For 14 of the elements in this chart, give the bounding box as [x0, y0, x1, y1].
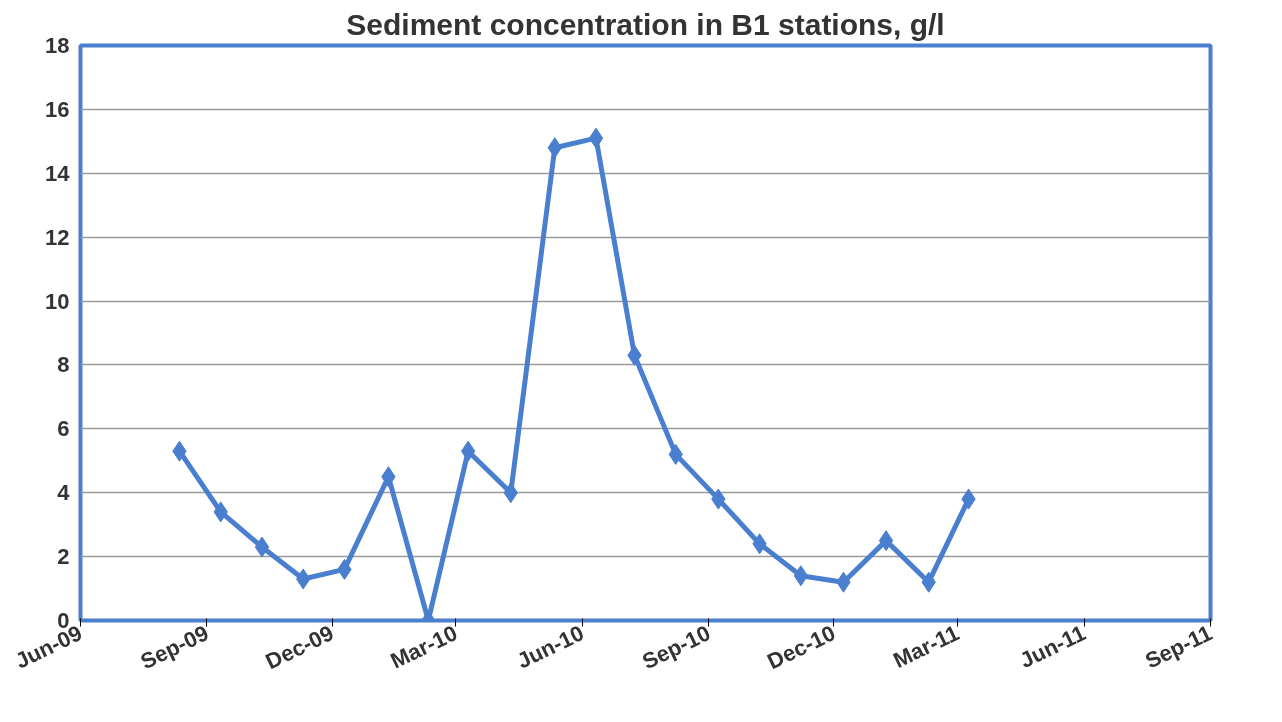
y-tick-label: 4	[57, 480, 71, 506]
y-tick-label: 6	[57, 416, 70, 442]
chart-title: Sediment concentration in B1 stations, g/l	[346, 7, 945, 41]
point	[588, 127, 604, 149]
y-tick-label: 10	[45, 288, 70, 314]
y-tick-label: 14	[45, 160, 71, 186]
y-tick-label: 8	[57, 352, 70, 378]
point	[793, 565, 809, 587]
y-tick-label: 18	[45, 33, 70, 58]
y-tick-label: 2	[57, 544, 70, 570]
point	[254, 536, 270, 558]
y-tick-label: 16	[45, 96, 70, 122]
point	[878, 530, 894, 552]
y-tick-label: 12	[45, 224, 70, 250]
